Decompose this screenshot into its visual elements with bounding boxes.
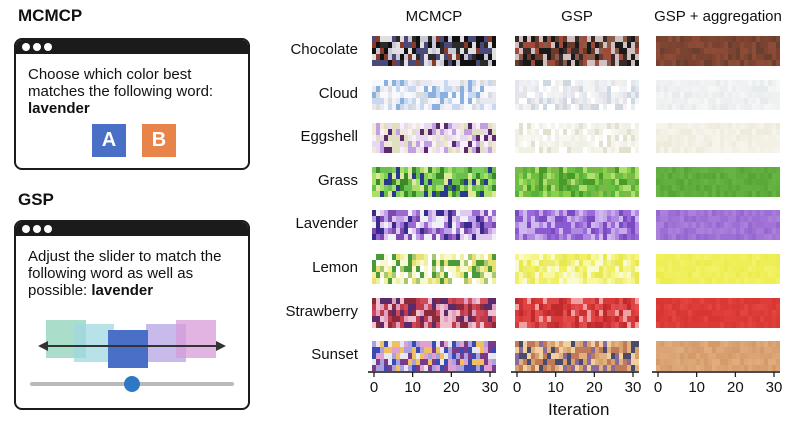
window-dot-icon xyxy=(22,225,30,233)
color-strip-gsp xyxy=(515,36,639,66)
color-strip-gsp xyxy=(515,254,639,284)
x-tick-label: 20 xyxy=(443,379,460,396)
gsp-target-word: lavender xyxy=(91,282,154,299)
column-header-mcmcp: MCMCP xyxy=(405,8,463,25)
x-tick-label: 0 xyxy=(654,379,662,396)
x-tick-label: 30 xyxy=(482,379,499,396)
color-strip-mcmcp xyxy=(372,79,496,110)
gsp-prompt-text: Adjust the slider to match the following… xyxy=(28,248,222,299)
color-strip-gsp xyxy=(515,79,639,110)
row-label: Chocolate xyxy=(290,41,358,58)
mcmcp-window: Choose which color best matches the foll… xyxy=(14,38,250,170)
gsp-slider-graphic xyxy=(30,320,234,392)
color-strip-agg xyxy=(656,341,780,372)
color-strip-gsp xyxy=(515,166,639,197)
gsp-window-titlebar xyxy=(16,222,248,236)
row-label: Cloud xyxy=(318,84,358,102)
window-dot-icon xyxy=(22,43,30,51)
gsp-section-title: GSP xyxy=(18,190,54,209)
x-tick-label: 30 xyxy=(766,379,783,396)
color-strip-mcmcp xyxy=(372,123,496,154)
row-label: Sunset xyxy=(311,346,358,364)
window-dot-icon xyxy=(44,43,52,51)
color-strip-gsp xyxy=(515,123,639,154)
mcmcp-prompt: Choose which color best matches the foll… xyxy=(28,66,242,117)
color-strip-mcmcp xyxy=(372,297,496,328)
mcmcp-prompt-text: Choose which color best matches the foll… xyxy=(28,66,214,100)
window-dot-icon xyxy=(44,225,52,233)
color-strip-mcmcp xyxy=(372,36,496,66)
row-label: Lavender xyxy=(295,215,358,233)
color-strip-agg xyxy=(656,123,780,154)
color-strip-agg xyxy=(656,297,780,328)
option-a-button[interactable]: A xyxy=(92,124,126,157)
x-tick-label: 30 xyxy=(625,379,642,396)
color-strip-agg xyxy=(656,210,780,241)
column-header-gsp-aggregation: GSP + aggregation xyxy=(654,8,782,25)
window-dot-icon xyxy=(33,43,41,51)
x-tick-label: 0 xyxy=(513,379,521,396)
x-tick-label: 10 xyxy=(547,379,564,396)
x-tick-label: 10 xyxy=(688,379,705,396)
color-strip-gsp xyxy=(515,297,639,328)
color-strip-agg xyxy=(656,36,780,66)
color-strip-gsp xyxy=(515,210,639,241)
gsp-prompt: Adjust the slider to match the following… xyxy=(28,248,242,299)
row-label: Lemon xyxy=(312,259,358,276)
row-label: Grass xyxy=(317,171,358,189)
column-header-gsp: GSP xyxy=(561,8,593,25)
color-strip-mcmcp xyxy=(372,341,496,372)
mcmcp-section-title: MCMCP xyxy=(18,6,83,25)
color-swatch xyxy=(176,320,216,358)
color-strip-mcmcp xyxy=(372,210,496,241)
color-strip-agg xyxy=(656,254,780,284)
gsp-window: Adjust the slider to match the following… xyxy=(14,220,250,410)
color-swatch xyxy=(74,324,114,362)
color-strip-agg xyxy=(656,166,780,197)
color-strip-gsp xyxy=(515,341,639,372)
color-strip-agg xyxy=(656,79,780,110)
row-label: Eggshell xyxy=(300,128,358,146)
row-label: Strawberry xyxy=(285,302,358,320)
x-axis-label: Iteration xyxy=(548,400,610,419)
x-tick-label: 10 xyxy=(404,379,421,396)
x-tick-label: 20 xyxy=(586,379,603,396)
mcmcp-window-titlebar xyxy=(16,40,248,54)
window-dot-icon xyxy=(33,225,41,233)
mcmcp-target-word: lavender xyxy=(28,100,90,117)
x-tick-label: 0 xyxy=(370,379,378,396)
slider-thumb[interactable] xyxy=(124,376,140,392)
color-strip-mcmcp xyxy=(372,166,496,197)
option-b-button[interactable]: B xyxy=(142,124,176,157)
arrow-right-icon xyxy=(216,341,226,351)
color-swatch-current xyxy=(108,330,148,368)
arrow-left-icon xyxy=(38,341,48,351)
x-tick-label: 20 xyxy=(727,379,744,396)
color-strip-mcmcp xyxy=(372,254,496,284)
